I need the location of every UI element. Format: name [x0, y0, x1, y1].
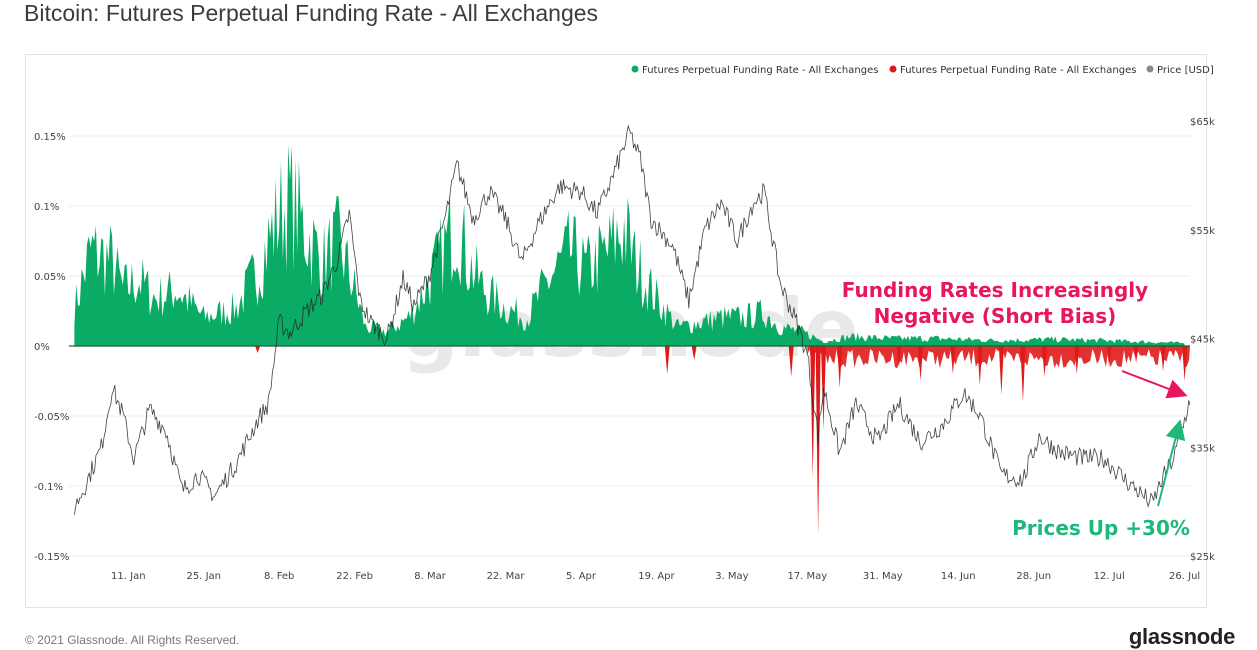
legend-entry: Futures Perpetual Funding Rate - All Exc…	[642, 65, 878, 76]
x-tick-label: 22. Mar	[487, 571, 526, 582]
x-tick-label: 17. May	[787, 571, 827, 582]
x-tick-label: 28. Jun	[1016, 571, 1051, 582]
y-right-tick-label: $25k	[1190, 552, 1215, 563]
funding-rate-negative-bar	[788, 346, 794, 377]
x-tick-label: 26. Jul	[1169, 571, 1200, 582]
legend-marker	[889, 65, 897, 73]
funding-rate-negative-bar	[810, 346, 816, 479]
y-left-tick-label: 0.15%	[34, 132, 66, 143]
x-tick-label: 12. Jul	[1094, 571, 1125, 582]
legend-marker	[631, 65, 639, 73]
y-left-tick-label: -0.05%	[34, 412, 69, 423]
glassnode-logo: glassnode	[1128, 624, 1235, 649]
x-tick-label: 5. Apr	[566, 571, 597, 582]
price-line	[74, 124, 1191, 515]
legend-entry: Futures Perpetual Funding Rate - All Exc…	[900, 65, 1136, 76]
y-left-tick-label: 0.05%	[34, 272, 66, 283]
y-left-tick-label: -0.1%	[34, 482, 63, 493]
x-tick-label: 22. Feb	[336, 571, 373, 582]
x-tick-label: 31. May	[863, 571, 903, 582]
y-left-tick-label: -0.15%	[34, 552, 69, 563]
y-right-tick-label: $65k	[1190, 117, 1215, 128]
x-tick-label: 19. Apr	[638, 571, 675, 582]
y-left-tick-label: 0.1%	[34, 202, 59, 213]
annotation-arrow-prices	[1157, 419, 1186, 507]
funding-rate-negative-bar	[691, 346, 697, 360]
x-tick-label: 8. Feb	[264, 571, 294, 582]
legend-entry: Price [USD]	[1157, 65, 1214, 76]
annotation-funding-line1: Funding Rates Increasingly	[842, 278, 1148, 302]
legend-marker	[1146, 65, 1154, 73]
funding-rate-positive-area	[74, 144, 1185, 346]
annotation-funding-line2: Negative (Short Bias)	[874, 304, 1117, 328]
annotation-arrow-funding	[1121, 370, 1188, 399]
x-tick-label: 11. Jan	[111, 571, 146, 582]
chart-title: Bitcoin: Futures Perpetual Funding Rate …	[24, 0, 599, 26]
y-right-tick-label: $35k	[1190, 443, 1215, 454]
x-tick-label: 25. Jan	[186, 571, 221, 582]
chart-frame	[25, 54, 1207, 608]
y-right-tick-label: $55k	[1190, 226, 1215, 237]
copyright-text: © 2021 Glassnode. All Rights Reserved.	[25, 633, 240, 647]
funding-rate-negative-area	[807, 346, 1190, 369]
funding-rate-negative-bar	[664, 346, 670, 374]
x-tick-label: 8. Mar	[414, 571, 446, 582]
x-tick-label: 14. Jun	[941, 571, 976, 582]
x-tick-label: 3. May	[715, 571, 748, 582]
funding-rate-negative-bar	[998, 346, 1004, 395]
annotation-prices: Prices Up +30%	[1012, 516, 1190, 540]
funding-rate-negative-bar	[255, 346, 261, 353]
y-left-tick-label: 0%	[34, 342, 50, 353]
y-right-tick-label: $45k	[1190, 335, 1215, 346]
